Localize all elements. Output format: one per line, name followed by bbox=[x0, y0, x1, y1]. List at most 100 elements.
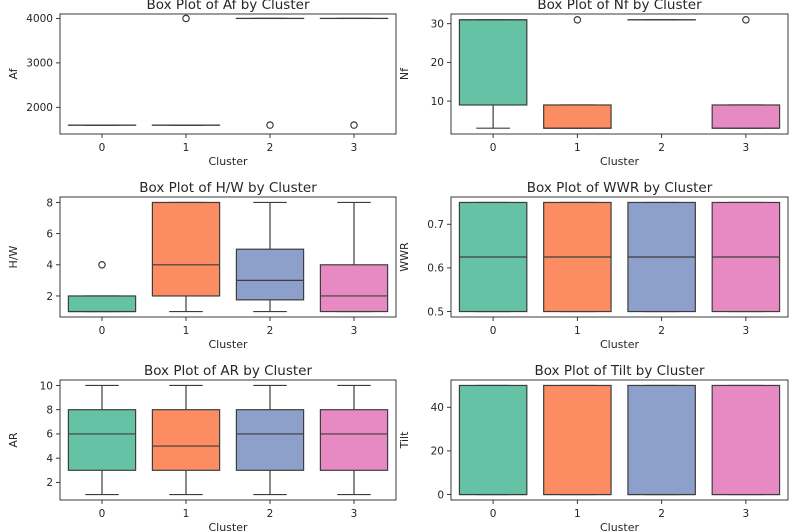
x-axis-label: Cluster bbox=[600, 338, 640, 351]
x-tick-label: 0 bbox=[99, 142, 106, 154]
box-iqr bbox=[458, 19, 528, 106]
y-tick-label: 8 bbox=[46, 404, 53, 416]
subplot-title: Box Plot of Tilt by Cluster bbox=[534, 363, 705, 379]
box-iqr bbox=[235, 409, 305, 471]
x-tick-label: 0 bbox=[99, 325, 106, 337]
subplot-tilt: 0 20 40 0 1 2 3 Box Plot of Tilt by Cluster Clus… bbox=[398, 363, 789, 532]
box-iqr bbox=[458, 384, 528, 496]
y-tick-label: 0.6 bbox=[427, 263, 444, 275]
y-axis-label: Tilt bbox=[398, 431, 411, 449]
box-cluster-0 bbox=[458, 384, 528, 496]
y-tick-label: 10 bbox=[431, 96, 444, 108]
x-tick-label: 2 bbox=[267, 325, 274, 337]
box-iqr bbox=[627, 384, 696, 496]
y-tick-label: 4 bbox=[46, 260, 53, 272]
box-cluster-3 bbox=[711, 16, 781, 129]
x-tick-label: 3 bbox=[743, 325, 750, 337]
box-iqr bbox=[319, 264, 389, 313]
box-cluster-1 bbox=[151, 14, 221, 126]
x-tick-label: 3 bbox=[351, 325, 358, 337]
y-tick-label: 3000 bbox=[26, 58, 53, 70]
x-tick-label: 1 bbox=[574, 142, 581, 154]
box-cluster-0 bbox=[67, 384, 137, 496]
y-tick-label: 8 bbox=[46, 197, 53, 209]
outlier-point bbox=[98, 260, 106, 269]
y-axis-label: Nf bbox=[398, 67, 411, 80]
box-cluster-3 bbox=[711, 384, 781, 496]
x-tick-label: 1 bbox=[183, 508, 190, 520]
x-tick-label: 2 bbox=[658, 142, 665, 154]
y-tick-label: 2 bbox=[46, 291, 53, 303]
box-cluster-3 bbox=[319, 17, 389, 129]
subplot-h-w: 2 4 6 8 0 1 2 3 Box Plot of H/W by Cluster Cluste… bbox=[7, 180, 397, 351]
outlier-point bbox=[742, 16, 750, 24]
x-tick-label: 1 bbox=[183, 325, 190, 337]
box-cluster-3 bbox=[319, 201, 389, 313]
x-tick-label: 3 bbox=[743, 142, 750, 154]
subplot-title: Box Plot of H/W by Cluster bbox=[139, 180, 317, 196]
x-axis-label: Cluster bbox=[600, 521, 640, 532]
plot-frame bbox=[450, 379, 789, 501]
x-tick-label: 3 bbox=[743, 508, 750, 520]
x-tick-label: 0 bbox=[490, 142, 497, 154]
subplot-title: Box Plot of WWR by Cluster bbox=[527, 180, 713, 196]
box-iqr bbox=[67, 295, 137, 313]
box-iqr bbox=[543, 104, 612, 129]
x-axis-label: Cluster bbox=[208, 338, 248, 351]
y-tick-label: 4 bbox=[46, 453, 53, 465]
x-tick-label: 2 bbox=[267, 142, 274, 154]
box-iqr bbox=[151, 201, 221, 297]
y-tick-label: 6 bbox=[46, 429, 53, 441]
y-axis-label: WWR bbox=[398, 242, 411, 272]
box-cluster-1 bbox=[543, 384, 612, 496]
y-tick-label: 10 bbox=[40, 380, 53, 392]
box-cluster-2 bbox=[235, 384, 305, 496]
y-tick-label: 0.7 bbox=[427, 219, 444, 231]
x-tick-label: 2 bbox=[267, 508, 274, 520]
x-tick-label: 3 bbox=[351, 142, 358, 154]
outlier-point bbox=[266, 121, 274, 129]
y-tick-label: 20 bbox=[431, 57, 444, 69]
box-iqr bbox=[151, 409, 221, 471]
y-tick-label: 40 bbox=[431, 402, 444, 414]
box-cluster-0 bbox=[458, 19, 528, 129]
y-tick-label: 6 bbox=[46, 228, 53, 240]
box-iqr bbox=[711, 384, 781, 496]
box-iqr bbox=[235, 248, 305, 301]
outlier-point bbox=[182, 14, 190, 23]
box-cluster-3 bbox=[711, 201, 781, 313]
subplot-title: Box Plot of AR by Cluster bbox=[144, 363, 313, 379]
x-tick-label: 3 bbox=[351, 508, 358, 520]
subplot-ar: 2 4 6 8 10 0 1 2 3 Box Plot of AR by Cluster Clust… bbox=[7, 363, 397, 532]
y-tick-label: 2 bbox=[46, 477, 53, 489]
outlier-point bbox=[573, 16, 582, 24]
plot-frame bbox=[59, 379, 397, 501]
box-cluster-2 bbox=[627, 201, 696, 313]
x-axis-label: Cluster bbox=[600, 155, 640, 168]
y-tick-label: 4000 bbox=[26, 13, 53, 25]
x-tick-label: 0 bbox=[99, 508, 106, 520]
plot-frame bbox=[450, 13, 789, 135]
box-iqr bbox=[711, 104, 781, 129]
box-iqr bbox=[67, 409, 137, 471]
box-cluster-2 bbox=[235, 201, 305, 313]
subplot-title: Box Plot of Nf by Cluster bbox=[537, 0, 702, 13]
y-tick-label: 20 bbox=[431, 446, 444, 458]
y-tick-label: 2000 bbox=[26, 102, 53, 114]
subplot-title: Box Plot of Af by Cluster bbox=[147, 0, 310, 13]
x-tick-label: 1 bbox=[574, 508, 581, 520]
box-cluster-1 bbox=[543, 16, 612, 129]
subplot-nf: 10 20 30 0 1 2 3 Box Plot of Nf by Cluster Clust… bbox=[398, 0, 789, 168]
outlier-point bbox=[350, 121, 358, 129]
box-cluster-1 bbox=[543, 201, 612, 313]
subplot-af: 2000 3000 4000 0 1 2 3 Box Plot of Af by Cluste… bbox=[7, 0, 397, 168]
x-axis-label: Cluster bbox=[208, 155, 248, 168]
y-axis-label: H/W bbox=[7, 245, 20, 268]
plot-frame bbox=[59, 13, 397, 135]
y-tick-label: 0.5 bbox=[427, 306, 444, 318]
box-cluster-1 bbox=[151, 384, 221, 496]
x-tick-label: 2 bbox=[658, 508, 665, 520]
x-axis-label: Cluster bbox=[208, 521, 248, 532]
x-tick-label: 2 bbox=[658, 325, 665, 337]
